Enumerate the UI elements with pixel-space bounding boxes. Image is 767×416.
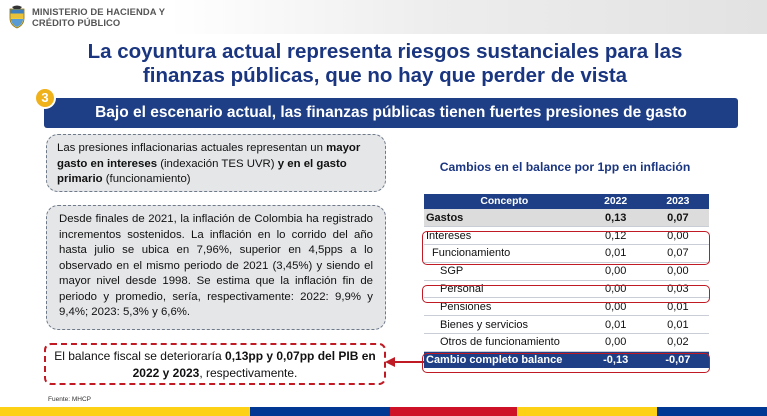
row-label: Bienes y servicios — [424, 315, 585, 335]
stripe-blue-2 — [657, 407, 767, 416]
balance-table: Concepto 2022 2023 Gastos 0,13 0,07 Inte… — [424, 194, 709, 369]
row-value-2023: 0,00 — [646, 262, 709, 281]
highlight-personal — [422, 285, 710, 303]
row-value-2022: 0,00 — [584, 280, 647, 299]
stripe-red — [390, 407, 517, 416]
row-label: Otros de funcionamiento — [424, 333, 585, 352]
stripe-blue — [250, 407, 390, 416]
colombia-coat-of-arms-icon — [9, 5, 25, 29]
row-value-2023: 0,01 — [646, 315, 709, 335]
note1-text-2: (indexación TES UVR) — [157, 157, 278, 170]
row-label: Cambio completo balance — [424, 351, 585, 369]
row-value-2022: 0,13 — [584, 209, 647, 228]
stripe-yellow-2 — [517, 407, 657, 416]
header-2023: 2023 — [646, 194, 709, 209]
row-value-2022: 0,00 — [584, 333, 647, 352]
row-label: Personal — [424, 280, 585, 299]
callout-text-1: El balance fiscal se deterioraría — [54, 349, 226, 363]
ministry-line-2: CRÉDITO PÚBLICO — [32, 16, 121, 28]
row-value-2022: 0,01 — [584, 244, 647, 263]
page-title: La coyuntura actual representa riesgos s… — [20, 40, 750, 88]
stripe-yellow — [0, 407, 250, 416]
table-row-sgp: SGP 0,00 0,00 — [424, 262, 709, 281]
table-row-otros-funcionamiento: Otros de funcionamiento 0,00 0,02 — [424, 333, 709, 352]
row-value-2022: 0,01 — [584, 315, 647, 335]
section-number-badge: 3 — [34, 87, 56, 109]
row-value-2023: 0,03 — [646, 280, 709, 299]
table-row-total: Cambio completo balance -0,13 -0,07 — [424, 351, 709, 369]
section-header-bar: Bajo el escenario actual, las finanzas p… — [44, 98, 738, 128]
arrow-left-icon — [385, 357, 425, 367]
source-note: Fuente: MHCP — [48, 396, 91, 403]
fiscal-balance-callout: El balance fiscal se deterioraría 0,13pp… — [44, 343, 386, 385]
header-2022: 2022 — [584, 194, 647, 209]
ministry-name: MINISTERIO DE HACIENDA Y CRÉDITO PÚBLICO — [32, 6, 166, 28]
note1-bold-1: mayor gasto en intereses — [57, 142, 361, 170]
note-box-pressures: Las presiones inflacionarias actuales re… — [46, 134, 386, 192]
row-label: Funcionamiento — [424, 244, 585, 263]
note1-text-3: (funcionamiento) — [102, 173, 191, 185]
note-box-inflation: Desde finales de 2021, la inflación de C… — [46, 205, 386, 330]
note1-bold-2: y en el gasto primario — [57, 157, 347, 186]
row-label: Gastos — [424, 209, 585, 228]
header-concepto: Concepto — [424, 194, 585, 209]
header-gradient — [170, 0, 767, 34]
footer-flag-stripe — [0, 407, 767, 416]
ministry-line-1: MINISTERIO DE HACIENDA Y — [32, 6, 166, 17]
highlight-intereses-funcionamiento — [422, 231, 710, 265]
row-value-2022: -0,13 — [584, 351, 647, 369]
page-title-line-1: La coyuntura actual representa riesgos s… — [87, 40, 683, 63]
highlight-total — [422, 353, 710, 373]
row-value-2023: 0,07 — [646, 244, 709, 263]
row-value-2023: 0,07 — [646, 209, 709, 228]
note1-text-1: Las presiones inflacionarias actuales re… — [57, 142, 327, 154]
table-header-row: Concepto 2022 2023 — [424, 194, 709, 209]
table-row-personal: Personal 0,00 0,03 — [424, 280, 709, 299]
page-title-line-2: finanzas públicas, que no hay que perder… — [142, 64, 628, 87]
table-row-funcionamiento: Funcionamiento 0,01 0,07 — [424, 244, 709, 263]
table-title: Cambios en el balance por 1pp en inflaci… — [439, 160, 691, 174]
callout-text-2: , respectivamente. — [199, 366, 298, 380]
row-value-2023: -0,07 — [646, 351, 709, 369]
callout-bold: 0,13pp y 0,07pp del PIB en 2022 y 2023 — [132, 349, 376, 380]
row-value-2023: 0,02 — [646, 333, 709, 352]
table-row-gastos: Gastos 0,13 0,07 — [424, 209, 709, 228]
table-row-bienes-servicios: Bienes y servicios 0,01 0,01 — [424, 315, 709, 335]
row-label: SGP — [424, 262, 585, 281]
row-value-2022: 0,00 — [584, 262, 647, 281]
